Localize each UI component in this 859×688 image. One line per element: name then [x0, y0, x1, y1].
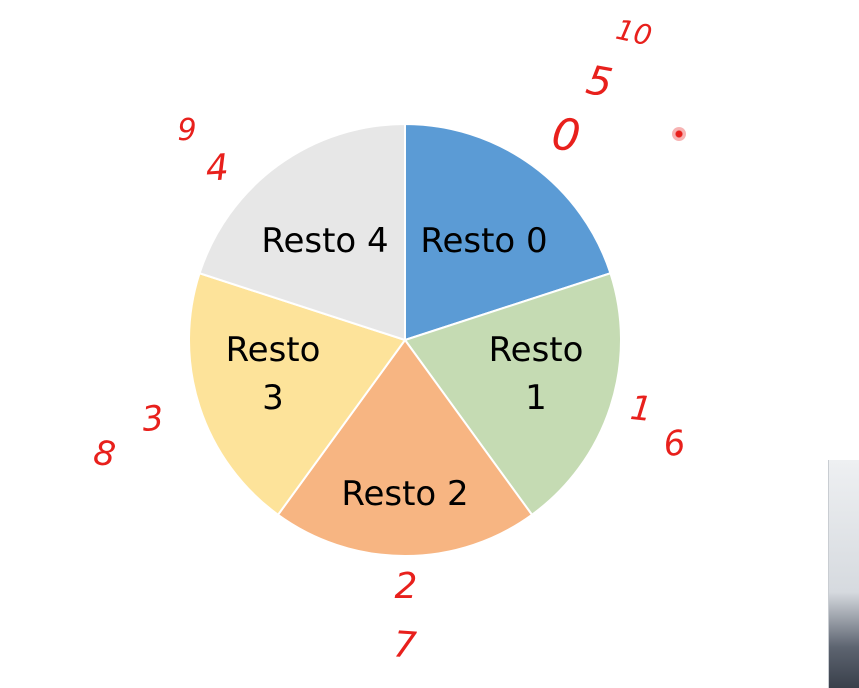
slice-label-resto-2: Resto 2: [341, 474, 468, 514]
handwritten-note: 9: [177, 113, 196, 148]
slice-label-resto-1: Resto 1: [489, 330, 584, 418]
pie-slice-resto-0: [404, 122, 612, 342]
handwritten-note: 5: [583, 57, 616, 107]
handwritten-note: 6: [661, 423, 688, 466]
handwritten-note: 2: [395, 566, 418, 607]
handwritten-note: 0: [549, 108, 584, 162]
slice-label-resto-0: Resto 0: [420, 221, 547, 261]
webcam-thumbnail: [828, 460, 859, 688]
pie-slice-resto-4: [198, 122, 406, 342]
handwritten-note: 8: [91, 433, 118, 476]
slice-label-resto-3: Resto 3: [226, 330, 321, 418]
handwritten-note: 1: [628, 388, 654, 430]
handwritten-note: 3: [140, 398, 166, 440]
handwritten-note: 7: [392, 624, 418, 667]
pie-slice-resto-2: [276, 338, 534, 557]
slice-label-resto-4: Resto 4: [261, 221, 388, 261]
pie-slice-resto-3: [188, 271, 407, 517]
laser-pointer-dot: [672, 127, 686, 141]
handwritten-note: 4: [204, 147, 230, 189]
pie-slice-resto-1: [403, 271, 622, 517]
handwritten-note: 10: [613, 13, 655, 53]
